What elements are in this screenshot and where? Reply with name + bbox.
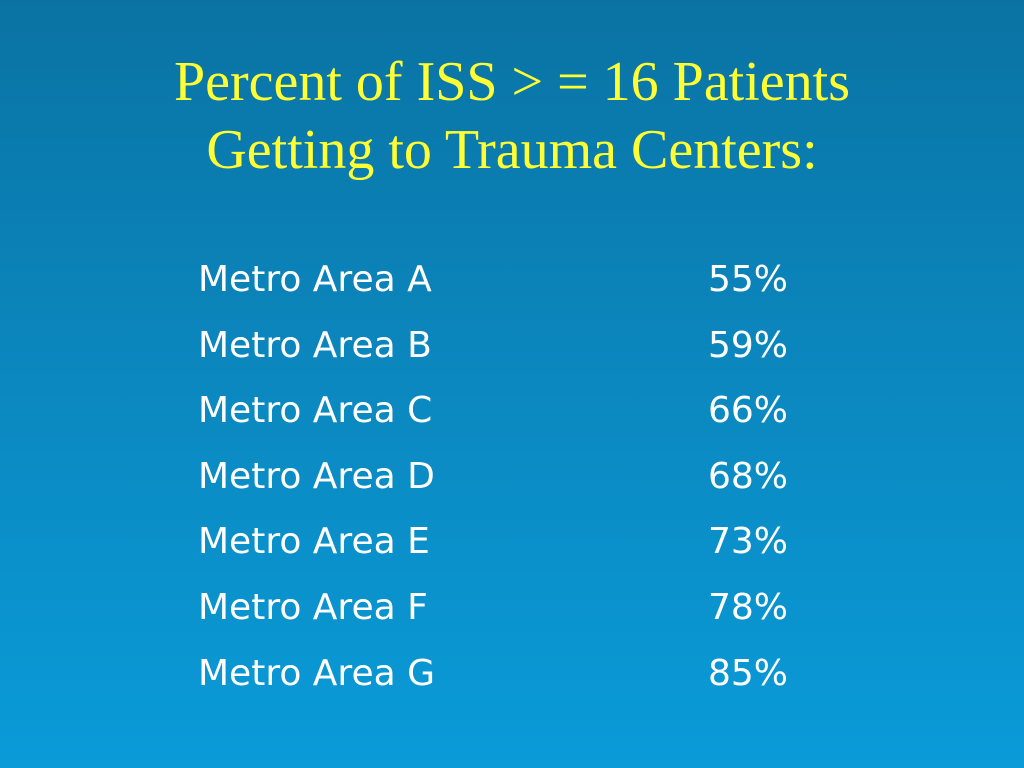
metro-area-row-f: Metro Area F 78% <box>198 578 838 644</box>
metro-area-label: Metro Area B <box>198 324 432 366</box>
metro-area-label: Metro Area A <box>198 259 432 300</box>
metro-area-label: Metro Area C <box>198 390 433 432</box>
metro-area-row-e: Metro Area E 73% <box>198 512 838 578</box>
metro-area-row-a: Metro Area A 55% <box>198 250 838 316</box>
slide-title-line-1: Percent of ISS > = 16 Patients <box>174 51 850 113</box>
metro-area-row-b: Metro Area B 59% <box>198 316 838 382</box>
metro-area-percent: 78% <box>708 586 789 628</box>
metro-area-label: Metro Area E <box>198 521 430 563</box>
metro-area-percent: 68% <box>708 455 789 497</box>
metro-area-percent: 85% <box>708 652 789 694</box>
metro-area-percent: 59% <box>708 324 789 366</box>
metro-area-row-g: Metro Area G 85% <box>198 644 838 710</box>
metro-area-percent: 66% <box>708 390 789 432</box>
metro-area-label: Metro Area D <box>198 455 435 497</box>
metro-area-list: Metro Area A 55% Metro Area B 59% Metro … <box>198 250 838 709</box>
slide-title-line-2: Getting to Trauma Centers: <box>206 119 818 181</box>
slide-title: Percent of ISS > = 16 Patients Getting t… <box>0 48 1024 184</box>
metro-area-label: Metro Area G <box>198 652 435 694</box>
metro-area-percent: 55% <box>708 259 789 300</box>
metro-area-row-d: Metro Area D 68% <box>198 447 838 513</box>
metro-area-row-c: Metro Area C 66% <box>198 381 838 447</box>
metro-area-percent: 73% <box>708 521 789 563</box>
metro-area-label: Metro Area F <box>198 586 428 628</box>
